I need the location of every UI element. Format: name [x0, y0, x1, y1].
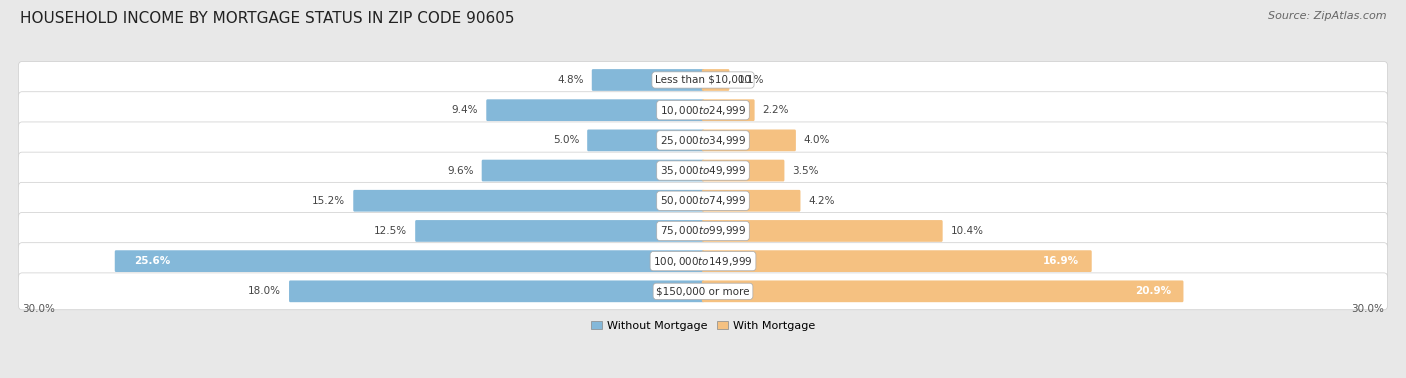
FancyBboxPatch shape	[702, 160, 785, 181]
FancyBboxPatch shape	[592, 69, 704, 91]
Text: $75,000 to $99,999: $75,000 to $99,999	[659, 225, 747, 237]
Text: 4.8%: 4.8%	[557, 75, 583, 85]
Text: $35,000 to $49,999: $35,000 to $49,999	[659, 164, 747, 177]
Text: 9.6%: 9.6%	[447, 166, 474, 175]
Text: 5.0%: 5.0%	[553, 135, 579, 146]
Text: $25,000 to $34,999: $25,000 to $34,999	[659, 134, 747, 147]
Text: 30.0%: 30.0%	[1351, 304, 1384, 314]
FancyBboxPatch shape	[18, 122, 1388, 159]
Text: 1.1%: 1.1%	[737, 75, 763, 85]
FancyBboxPatch shape	[18, 182, 1388, 219]
FancyBboxPatch shape	[18, 62, 1388, 98]
FancyBboxPatch shape	[482, 160, 704, 181]
FancyBboxPatch shape	[702, 69, 730, 91]
FancyBboxPatch shape	[18, 273, 1388, 310]
Text: 4.2%: 4.2%	[808, 196, 835, 206]
Text: 25.6%: 25.6%	[134, 256, 170, 266]
Text: 4.0%: 4.0%	[804, 135, 831, 146]
FancyBboxPatch shape	[18, 152, 1388, 189]
FancyBboxPatch shape	[353, 190, 704, 212]
Text: 18.0%: 18.0%	[247, 286, 281, 296]
Text: 3.5%: 3.5%	[793, 166, 818, 175]
FancyBboxPatch shape	[486, 99, 704, 121]
Text: $10,000 to $24,999: $10,000 to $24,999	[659, 104, 747, 117]
Text: $50,000 to $74,999: $50,000 to $74,999	[659, 194, 747, 207]
FancyBboxPatch shape	[702, 130, 796, 151]
FancyBboxPatch shape	[415, 220, 704, 242]
FancyBboxPatch shape	[290, 280, 704, 302]
Text: HOUSEHOLD INCOME BY MORTGAGE STATUS IN ZIP CODE 90605: HOUSEHOLD INCOME BY MORTGAGE STATUS IN Z…	[20, 11, 515, 26]
Text: 10.4%: 10.4%	[950, 226, 984, 236]
FancyBboxPatch shape	[18, 243, 1388, 280]
FancyBboxPatch shape	[18, 212, 1388, 249]
Text: 12.5%: 12.5%	[374, 226, 408, 236]
Text: 16.9%: 16.9%	[1043, 256, 1080, 266]
Text: 20.9%: 20.9%	[1135, 286, 1171, 296]
FancyBboxPatch shape	[115, 250, 704, 272]
Text: $100,000 to $149,999: $100,000 to $149,999	[654, 255, 752, 268]
FancyBboxPatch shape	[702, 99, 755, 121]
FancyBboxPatch shape	[18, 92, 1388, 129]
Text: 2.2%: 2.2%	[762, 105, 789, 115]
FancyBboxPatch shape	[702, 280, 1184, 302]
Text: Source: ZipAtlas.com: Source: ZipAtlas.com	[1268, 11, 1386, 21]
Text: 15.2%: 15.2%	[312, 196, 346, 206]
FancyBboxPatch shape	[702, 190, 800, 212]
Text: Less than $10,000: Less than $10,000	[655, 75, 751, 85]
Text: 9.4%: 9.4%	[451, 105, 478, 115]
FancyBboxPatch shape	[588, 130, 704, 151]
Legend: Without Mortgage, With Mortgage: Without Mortgage, With Mortgage	[586, 316, 820, 335]
FancyBboxPatch shape	[702, 220, 942, 242]
Text: 30.0%: 30.0%	[22, 304, 55, 314]
FancyBboxPatch shape	[702, 250, 1091, 272]
Text: $150,000 or more: $150,000 or more	[657, 286, 749, 296]
